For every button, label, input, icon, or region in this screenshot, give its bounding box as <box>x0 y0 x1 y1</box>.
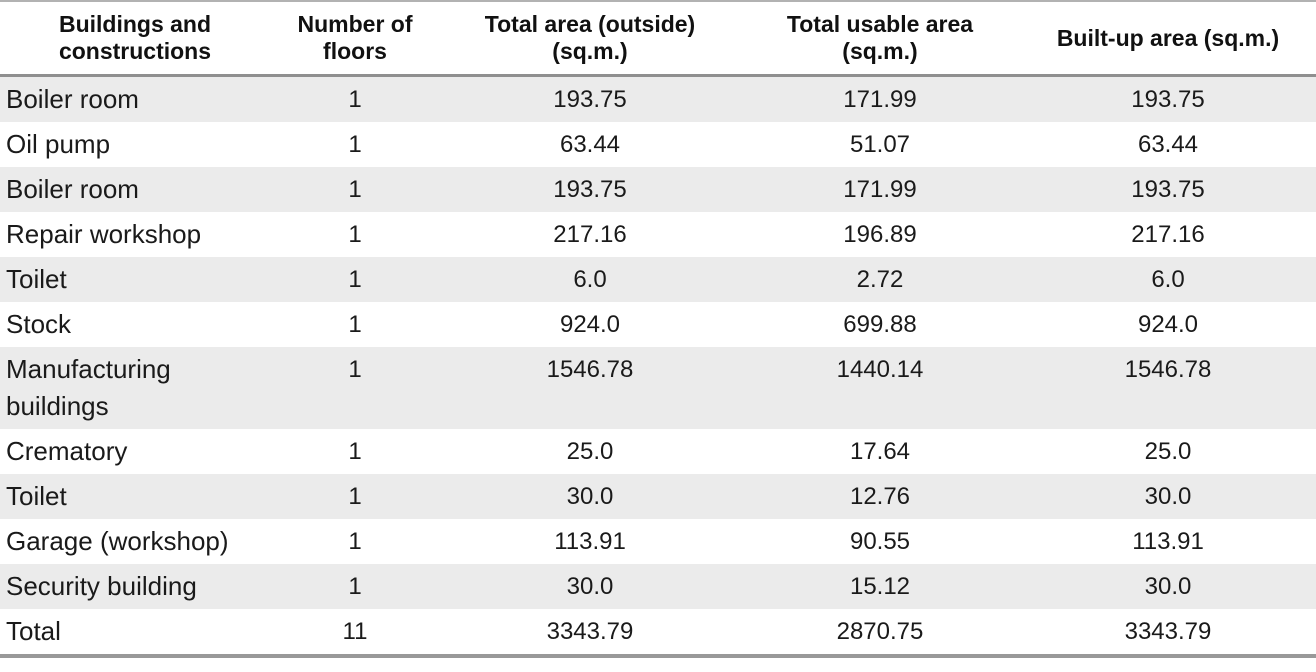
cell-usable-area: 171.99 <box>843 176 917 203</box>
cell-building-name: Boiler room <box>6 84 139 114</box>
cell-usable-area: 51.07 <box>849 131 911 158</box>
cell-floors: 1 <box>348 176 362 203</box>
cell-usable-area: 2.72 <box>856 266 904 293</box>
table-header: Buildings and constructions Number of fl… <box>0 1 1316 77</box>
cell-total-area: 1546.78 <box>546 356 634 383</box>
cell-building-name: Toilet <box>6 264 67 294</box>
cell-total-area: 25.0 <box>566 438 614 465</box>
table-row: Boiler room 1 193.75 171.99 193.75 <box>0 167 1316 212</box>
cell-total-area: 30.0 <box>566 483 614 510</box>
cell-floors: 1 <box>348 221 362 248</box>
cell-floors: 1 <box>348 86 362 113</box>
cell-usable-area: 196.89 <box>843 221 917 248</box>
table-row: Crematory 1 25.0 17.64 25.0 <box>0 429 1316 474</box>
table-row: Toilet 1 6.0 2.72 6.0 <box>0 257 1316 302</box>
column-header-buildings: Buildings and constructions <box>0 1 270 77</box>
cell-floors: 1 <box>348 311 362 338</box>
table-row: Security building 1 30.0 15.12 30.0 <box>0 564 1316 609</box>
cell-usable-area: 1440.14 <box>836 356 924 383</box>
cell-total-area: 924.0 <box>559 311 621 338</box>
header-row: Buildings and constructions Number of fl… <box>0 1 1316 77</box>
cell-building-name: Garage (workshop) <box>6 526 229 556</box>
cell-total-area: 113.91 <box>554 528 626 555</box>
column-header-usable-area: Total usable area (sq.m.) <box>740 1 1020 77</box>
table-row: Repair workshop 1 217.16 196.89 217.16 <box>0 212 1316 257</box>
column-header-total-area: Total area (outside) (sq.m.) <box>440 1 740 77</box>
cell-building-name: Stock <box>6 309 72 339</box>
cell-total-area: 63.44 <box>559 131 621 158</box>
cell-usable-area: 699.88 <box>843 311 917 338</box>
cell-usable-area: 90.55 <box>849 528 911 555</box>
cell-total-area: 217.16 <box>553 221 627 248</box>
cell-floors: 1 <box>348 266 362 293</box>
cell-built-up: 63.44 <box>1137 131 1199 158</box>
cell-usable-area: 17.64 <box>849 438 911 465</box>
cell-floors: 1 <box>348 573 362 600</box>
table-row-total: Total 11 3343.79 2870.75 3343.79 <box>0 609 1316 656</box>
table-row: Toilet 1 30.0 12.76 30.0 <box>0 474 1316 519</box>
cell-total-area: 30.0 <box>566 573 614 600</box>
cell-floors: 1 <box>348 438 362 465</box>
cell-usable-area: 2870.75 <box>836 618 924 645</box>
cell-built-up: 193.75 <box>1131 176 1205 203</box>
table-body: Boiler room 1 193.75 171.99 193.75 Oil p… <box>0 75 1316 656</box>
cell-building-name: Repair workshop <box>6 219 202 249</box>
cell-building-name: Oil pump <box>6 129 111 159</box>
cell-building-name: Boiler room <box>6 174 139 204</box>
table-row: Stock 1 924.0 699.88 924.0 <box>0 302 1316 347</box>
cell-built-up: 25.0 <box>1144 438 1192 465</box>
cell-built-up: 3343.79 <box>1124 618 1212 645</box>
cell-built-up: 1546.78 <box>1124 356 1212 383</box>
cell-floors: 1 <box>348 528 362 555</box>
cell-built-up: 193.75 <box>1131 86 1205 113</box>
cell-usable-area: 15.12 <box>849 573 911 600</box>
cell-building-name: Manufacturing buildings <box>6 354 171 421</box>
column-header-built-up-area: Built-up area (sq.m.) <box>1020 1 1316 77</box>
cell-usable-area: 12.76 <box>849 483 911 510</box>
cell-total-area: 6.0 <box>573 266 607 293</box>
cell-built-up: 30.0 <box>1144 483 1192 510</box>
cell-total-area: 193.75 <box>553 176 627 203</box>
cell-building-name: Toilet <box>6 481 67 511</box>
cell-floors: 1 <box>348 356 362 383</box>
cell-building-name: Total <box>6 616 61 646</box>
buildings-area-table: Buildings and constructions Number of fl… <box>0 0 1316 658</box>
column-header-floors: Number of floors <box>270 1 440 77</box>
cell-floors: 11 <box>342 618 368 645</box>
table-row: Manufacturing buildings 1 1546.78 1440.1… <box>0 347 1316 429</box>
cell-built-up: 30.0 <box>1144 573 1192 600</box>
cell-building-name: Crematory <box>6 436 128 466</box>
cell-floors: 1 <box>348 483 362 510</box>
cell-built-up: 113.91 <box>1132 528 1204 555</box>
cell-total-area: 193.75 <box>553 86 627 113</box>
table-row: Garage (workshop) 1 113.91 90.55 113.91 <box>0 519 1316 564</box>
cell-built-up: 217.16 <box>1131 221 1205 248</box>
table-row: Boiler room 1 193.75 171.99 193.75 <box>0 75 1316 122</box>
cell-built-up: 6.0 <box>1151 266 1185 293</box>
cell-building-name: Security building <box>6 571 197 601</box>
table-row: Oil pump 1 63.44 51.07 63.44 <box>0 122 1316 167</box>
cell-built-up: 924.0 <box>1137 311 1199 338</box>
cell-usable-area: 171.99 <box>843 86 917 113</box>
cell-total-area: 3343.79 <box>546 618 634 645</box>
cell-floors: 1 <box>348 131 362 158</box>
